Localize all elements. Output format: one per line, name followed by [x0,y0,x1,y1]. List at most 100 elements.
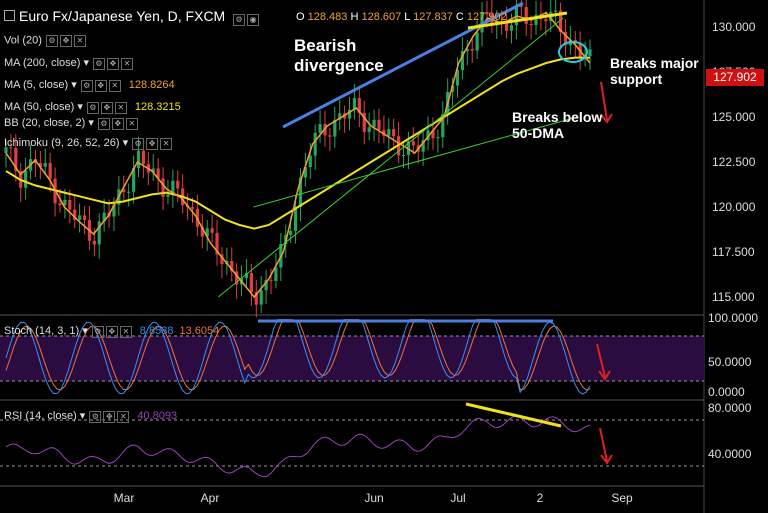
trendline-lower [253,116,578,208]
indicator-label: MA (200, close) [4,57,81,69]
candle-body [558,10,563,32]
settings-icon[interactable]: ⚙ [80,79,93,92]
candle-body [293,207,298,231]
gear-icon[interactable]: ✥ [107,57,119,70]
candle-body [303,166,307,178]
ma50-value: 128.3215 [134,101,181,113]
collapse-icon[interactable] [4,10,15,21]
settings-icon[interactable]: ⚙ [97,117,110,130]
candle-body [230,260,234,272]
settings-icon[interactable]: ⚙ [233,13,246,26]
trendline-support [217,17,564,298]
high-value: 128.607 [361,11,402,23]
eye-icon[interactable]: ◉ [247,13,260,26]
indicator-ichimoku[interactable]: Ichimoku (9, 26, 52, 26) ▾ ⚙ ✥ ✕ [4,136,174,150]
candle-body [136,150,141,169]
indicator-vol[interactable]: Vol (20) ⚙ ✥ ✕ [4,34,88,47]
gear-icon[interactable]: ✥ [59,35,72,47]
candle-body [68,199,72,210]
close-icon[interactable]: ✕ [117,410,130,423]
indicator-label: BB (20, close, 2) [4,117,86,129]
gear-icon[interactable]: ✥ [146,137,159,150]
stoch-tick-label: 50.0000 [708,355,752,369]
candle-body [392,129,396,137]
candle-body [102,212,106,222]
price-tick-label: 120.000 [712,200,756,214]
c-label: C [455,11,464,23]
candle-body [269,279,273,281]
candle-body [122,189,126,193]
close-icon[interactable]: ✕ [73,35,86,47]
time-tick-label: Apr [201,491,220,505]
candle-body [112,204,116,217]
rsi-value: 40.8093 [137,410,178,422]
gear-icon[interactable]: ✥ [103,410,116,423]
gear-icon[interactable]: ✥ [105,325,118,338]
close-icon[interactable]: ✕ [160,137,173,150]
indicator-ma50[interactable]: MA (50, close) ▾ ⚙ ✥ ✕ 128.3215 [4,101,181,114]
stoch-arrow [596,343,606,378]
stoch-tick-label: 0.0000 [708,385,745,399]
stoch-label: Stoch (14, 3, 1) [4,325,80,337]
settings-icon[interactable]: ⚙ [89,410,102,423]
candle-body [38,162,42,167]
stoch-k-value: 8.8588 [139,325,174,337]
close-icon[interactable]: ✕ [121,57,133,70]
close-icon[interactable]: ✕ [114,101,127,114]
settings-icon[interactable]: ⚙ [91,325,104,338]
candle-body [504,21,509,31]
candle-body [14,148,18,172]
candle-body [509,25,514,31]
candle-body [460,51,465,70]
candle-body [205,228,209,237]
stoch-legend[interactable]: Stoch (14, 3, 1) ▾ ⚙ ✥ ✕ 8.8588 13.6054 [4,325,220,338]
close-icon[interactable]: ✕ [125,117,138,130]
settings-icon[interactable]: ⚙ [45,35,58,47]
indicator-ma200[interactable]: MA (200, close) ▾ ⚙ ✥ ✕ [4,56,135,70]
candle-body [534,14,538,26]
indicator-ma5[interactable]: MA (5, close) ▾ ⚙ ✥ ✕ 128.8264 [4,79,175,92]
candle-body [190,207,195,209]
top-resistance-line [467,11,568,30]
o-label: O [296,11,305,23]
down-arrow-main [600,81,608,121]
candle-body [264,279,268,291]
candle-body [563,31,568,46]
rsi-label: RSI (14, close) [4,410,77,422]
close-icon[interactable]: ✕ [108,79,121,92]
candle-body [421,140,425,152]
gear-icon[interactable]: ✥ [111,117,124,130]
gear-icon[interactable]: ✥ [94,79,107,92]
candle-body [519,5,523,8]
rsi-legend[interactable]: RSI (14, close) ▾ ⚙ ✥ ✕ 40.8093 [4,410,178,423]
time-axis: Mar Apr Jun Jul 2 Sep [114,491,633,505]
candle-body [78,215,82,220]
indicator-bb[interactable]: BB (20, close, 2) ▾ ⚙ ✥ ✕ [4,116,140,130]
rsi-arrow-head [600,454,613,465]
price-tick-label: 130.000 [712,20,756,34]
last-price-tag: 127.902 [706,69,764,86]
candle-body [82,215,87,221]
settings-icon[interactable]: ⚙ [86,101,99,114]
gear-icon[interactable]: ✥ [100,101,113,114]
candle-body [156,168,160,179]
candle-body [220,254,224,264]
candle-body [308,155,312,167]
candle-body [254,292,258,305]
candle-body [367,127,371,132]
candle-body [544,19,548,22]
candle-body [58,203,62,206]
candle-body [166,194,170,197]
candle-body [328,135,332,137]
candle-body [73,209,77,220]
settings-icon[interactable]: ⚙ [132,137,145,150]
candle-body [411,141,415,146]
candle-body [441,114,445,138]
price-tick-label: 122.500 [712,155,756,169]
close-value: 127.902 [466,11,507,23]
rsi-tick-label: 40.0000 [708,447,752,461]
candle-body [431,130,435,139]
candle-body [554,10,558,12]
close-icon[interactable]: ✕ [119,325,132,338]
settings-icon[interactable]: ⚙ [93,57,105,70]
